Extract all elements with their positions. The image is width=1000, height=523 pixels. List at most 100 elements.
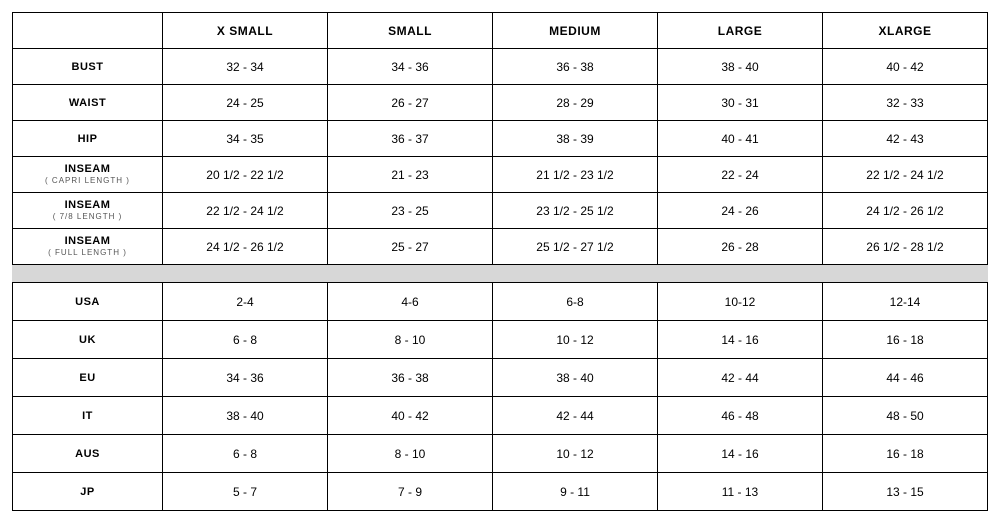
cell: 36 - 37 xyxy=(328,121,493,157)
table-row: INSEAM ( FULL LENGTH )24 1/2 - 26 1/225 -… xyxy=(13,229,988,265)
row-label: IT xyxy=(13,397,163,435)
cell: 40 - 42 xyxy=(823,49,988,85)
cell: 5 - 7 xyxy=(163,473,328,511)
table-row: WAIST24 - 2526 - 2728 - 2930 - 3132 - 33 xyxy=(13,85,988,121)
row-sublabel-text: ( 7/8 LENGTH ) xyxy=(13,213,162,222)
table-row: UK 6 - 88 - 1010 - 1214 - 1616 - 18 xyxy=(13,321,988,359)
cell: 25 - 27 xyxy=(328,229,493,265)
cell: 22 1/2 - 24 1/2 xyxy=(163,193,328,229)
cell: 34 - 35 xyxy=(163,121,328,157)
row-label-text: INSEAM xyxy=(65,163,111,175)
cell: 12-14 xyxy=(823,283,988,321)
header-blank xyxy=(13,13,163,49)
row-label-text: BUST xyxy=(72,61,104,73)
table-header-row: X SMALL SMALL MEDIUM LARGE XLARGE xyxy=(13,13,988,49)
cell: 36 - 38 xyxy=(493,49,658,85)
row-label: BUST xyxy=(13,49,163,85)
cell: 14 - 16 xyxy=(658,435,823,473)
cell: 8 - 10 xyxy=(328,435,493,473)
row-label-text: USA xyxy=(75,296,100,308)
cell: 38 - 40 xyxy=(658,49,823,85)
cell: 21 1/2 - 23 1/2 xyxy=(493,157,658,193)
cell: 24 - 25 xyxy=(163,85,328,121)
row-label: INSEAM ( FULL LENGTH ) xyxy=(13,229,163,265)
cell: 36 - 38 xyxy=(328,359,493,397)
cell: 24 1/2 - 26 1/2 xyxy=(823,193,988,229)
table-row: EU34 - 3636 - 3838 - 4042 - 4444 - 46 xyxy=(13,359,988,397)
row-label: INSEAM ( 7/8 LENGTH ) xyxy=(13,193,163,229)
cell: 10-12 xyxy=(658,283,823,321)
table-row: JP 5 - 77 - 99 - 1111 - 1313 - 15 xyxy=(13,473,988,511)
cell: 10 - 12 xyxy=(493,435,658,473)
row-label-text: UK xyxy=(79,334,96,346)
cell: 42 - 44 xyxy=(493,397,658,435)
cell: 28 - 29 xyxy=(493,85,658,121)
row-label: HIP xyxy=(13,121,163,157)
table-row: IT38 - 4040 - 4242 - 4446 - 4848 - 50 xyxy=(13,397,988,435)
table-row: USA2-44-66-810-1212-14 xyxy=(13,283,988,321)
cell: 6 - 8 xyxy=(163,321,328,359)
row-label: USA xyxy=(13,283,163,321)
cell: 14 - 16 xyxy=(658,321,823,359)
table-row: AUS6 - 88 - 1010 - 1214 - 1616 - 18 xyxy=(13,435,988,473)
table-row: INSEAM( 7/8 LENGTH )22 1/2 - 24 1/223 - … xyxy=(13,193,988,229)
cell: 16 - 18 xyxy=(823,435,988,473)
header-large: LARGE xyxy=(658,13,823,49)
cell: 7 - 9 xyxy=(328,473,493,511)
cell: 8 - 10 xyxy=(328,321,493,359)
header-xlarge: XLARGE xyxy=(823,13,988,49)
cell: 44 - 46 xyxy=(823,359,988,397)
header-medium: MEDIUM xyxy=(493,13,658,49)
cell: 23 1/2 - 25 1/2 xyxy=(493,193,658,229)
row-label: AUS xyxy=(13,435,163,473)
cell: 40 - 42 xyxy=(328,397,493,435)
row-label-text: INSEAM xyxy=(65,235,111,247)
cell: 32 - 34 xyxy=(163,49,328,85)
cell: 42 - 43 xyxy=(823,121,988,157)
row-label: UK xyxy=(13,321,163,359)
row-label: JP xyxy=(13,473,163,511)
spacer-row xyxy=(13,265,988,283)
cell: 22 - 24 xyxy=(658,157,823,193)
row-label-text: INSEAM xyxy=(65,199,111,211)
cell: 20 1/2 - 22 1/2 xyxy=(163,157,328,193)
cell: 34 - 36 xyxy=(328,49,493,85)
spacer-body xyxy=(13,265,988,283)
cell: 24 - 26 xyxy=(658,193,823,229)
row-label-text: WAIST xyxy=(69,97,106,109)
header-small: SMALL xyxy=(328,13,493,49)
cell: 26 - 28 xyxy=(658,229,823,265)
cell: 10 - 12 xyxy=(493,321,658,359)
cell: 48 - 50 xyxy=(823,397,988,435)
cell: 16 - 18 xyxy=(823,321,988,359)
cell: 32 - 33 xyxy=(823,85,988,121)
table-row: BUST 32 - 3434 - 3636 - 3838 - 4040 - 42 xyxy=(13,49,988,85)
cell: 25 1/2 - 27 1/2 xyxy=(493,229,658,265)
row-sublabel-text: ( CAPRI LENGTH ) xyxy=(13,177,162,186)
row-sublabel-text: ( FULL LENGTH ) xyxy=(13,249,162,258)
cell: 34 - 36 xyxy=(163,359,328,397)
cell: 22 1/2 - 24 1/2 xyxy=(823,157,988,193)
cell: 46 - 48 xyxy=(658,397,823,435)
table-row: INSEAM ( CAPRI LENGTH )20 1/2 - 22 1/2 21 … xyxy=(13,157,988,193)
row-label-text: HIP xyxy=(78,133,98,145)
cell: 6 - 8 xyxy=(163,435,328,473)
row-label-text: JP xyxy=(80,486,94,498)
row-label: INSEAM ( CAPRI LENGTH ) xyxy=(13,157,163,193)
cell: 38 - 40 xyxy=(163,397,328,435)
cell: 26 1/2 - 28 1/2 xyxy=(823,229,988,265)
cell: 38 - 40 xyxy=(493,359,658,397)
conversions-body: USA2-44-66-810-1212-14UK6 - 88 - 1010 - … xyxy=(13,283,988,511)
cell: 40 - 41 xyxy=(658,121,823,157)
cell: 11 - 13 xyxy=(658,473,823,511)
cell: 13 - 15 xyxy=(823,473,988,511)
size-chart-table: X SMALL SMALL MEDIUM LARGE XLARGE BUST 32… xyxy=(12,12,988,511)
cell: 9 - 11 xyxy=(493,473,658,511)
cell: 4-6 xyxy=(328,283,493,321)
row-label-text: EU xyxy=(79,372,95,384)
cell: 26 - 27 xyxy=(328,85,493,121)
cell: 24 1/2 - 26 1/2 xyxy=(163,229,328,265)
cell: 38 - 39 xyxy=(493,121,658,157)
cell: 6-8 xyxy=(493,283,658,321)
table-row: HIP 34 - 3536 - 3738 - 3940 - 4142 - 43 xyxy=(13,121,988,157)
